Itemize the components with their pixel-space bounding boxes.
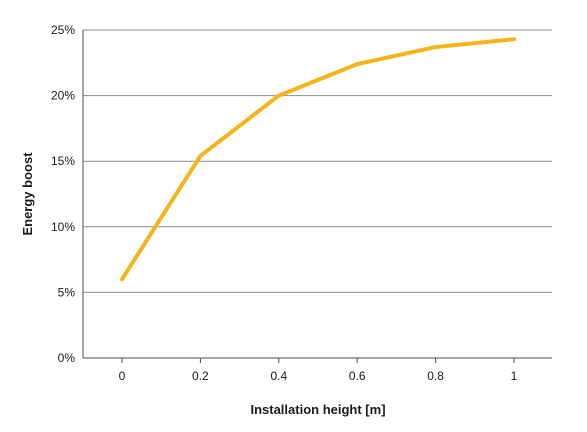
y-tick-labels: 0% 5% 10% 15% 20% 25% — [51, 23, 75, 365]
y-tick-label: 20% — [51, 89, 75, 103]
x-tick-label: 0.8 — [427, 369, 444, 383]
series-layer — [120, 37, 516, 282]
x-axis-title: Installation height [m] — [250, 402, 385, 417]
y-axis-title: Energy boost — [20, 152, 35, 236]
axes — [82, 30, 552, 363]
x-tick-label: 0.6 — [349, 369, 366, 383]
x-tick-label: 1 — [511, 369, 518, 383]
y-tick-label: 25% — [51, 23, 75, 37]
y-tick-label: 10% — [51, 220, 75, 234]
x-tick-label: 0.4 — [270, 369, 287, 383]
y-tick-label: 5% — [58, 285, 76, 299]
series-line — [120, 37, 516, 282]
y-tick-label: 0% — [58, 351, 76, 365]
y-tick-label: 15% — [51, 154, 75, 168]
gridlines — [83, 29, 552, 293]
x-tick-label: 0 — [119, 369, 126, 383]
x-tick-label: 0.2 — [192, 369, 209, 383]
x-tick-labels: 0 0.2 0.4 0.6 0.8 1 — [119, 369, 518, 383]
